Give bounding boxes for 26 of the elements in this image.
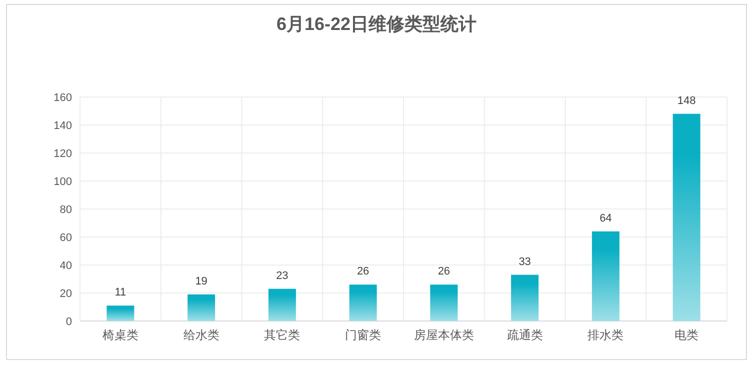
data-label: 11 [114,286,126,299]
xtick: 电类 [674,328,699,342]
ytick: 0 [66,316,72,328]
data-label: 148 [677,94,696,107]
ytick: 100 [54,176,72,188]
xtick: 疏通类 [506,328,543,342]
ytick: 120 [54,148,72,160]
data-label: 26 [438,266,450,278]
data-label: 64 [600,212,612,224]
ytick: 160 [54,92,72,104]
xtick: 椅桌类 [102,328,138,342]
ytick: 80 [60,204,72,216]
ytick: 40 [60,260,72,272]
data-label: 26 [356,266,370,278]
xtick: 排水类 [588,328,624,342]
xtick: 其它类 [264,328,300,342]
data-label: 33 [518,256,531,268]
xtick: 给水类 [183,328,220,342]
ytick: 60 [60,232,72,244]
data-label: 23 [276,270,288,282]
title: 6月16-22日维修类型统计 [276,14,477,34]
ytick: 20 [60,288,72,300]
data-label: 19 [195,275,208,288]
xtick: 门窗类 [345,328,382,342]
xtick: 房屋本体类 [414,328,474,342]
ytick: 140 [54,120,72,132]
